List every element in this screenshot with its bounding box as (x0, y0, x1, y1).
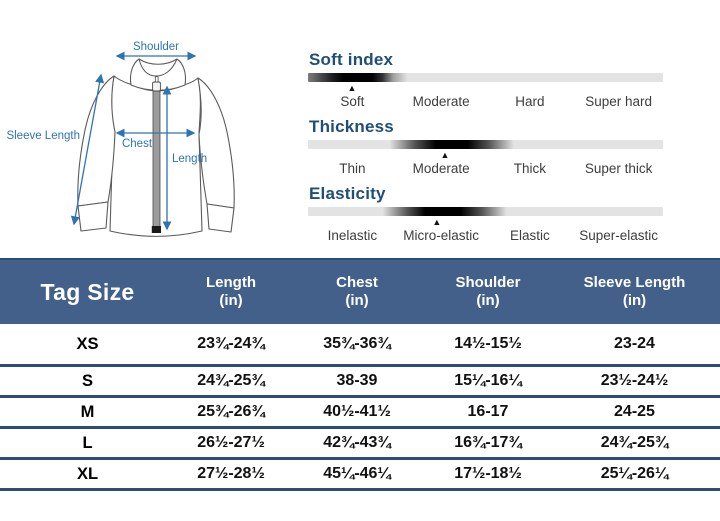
scale-label: Hard (515, 94, 545, 109)
scale-labels: Inelastic Micro-elastic Elastic Super-el… (308, 228, 663, 243)
chest-cell: 38-39 (336, 372, 378, 389)
chest-cell: 35¾-36¾ (323, 335, 391, 352)
shoulder-cell: 15¼-16¼ (454, 372, 522, 389)
scale-label: Super hard (585, 94, 653, 109)
shoulder-cell: 16-17 (467, 403, 509, 420)
chest-cell: 42¾-43¾ (323, 434, 391, 451)
scale-label: Soft (340, 94, 365, 109)
jacket-collar-inner-line (138, 58, 178, 77)
length-label: Length (172, 153, 207, 165)
sleeve-cell: 24-25 (614, 403, 655, 420)
scale-label: Micro-elastic (403, 228, 479, 243)
marker-row: ▲ (308, 217, 663, 228)
zipper-pull-knob (154, 76, 159, 83)
shoulder-cell: 17½-18½ (454, 465, 522, 482)
sleeve-cell: 23½-24½ (600, 372, 669, 389)
size-cell: M (80, 402, 95, 421)
marker-triangle-icon: ▲ (347, 83, 357, 93)
length-cell: 26½-27½ (197, 434, 265, 451)
sleeve-cell: 25¼-26¼ (600, 465, 669, 482)
size-cell: L (82, 433, 93, 452)
elasticity-gradient-bar (308, 207, 663, 216)
chest-cell: 40½-41½ (323, 403, 391, 420)
zipper-bottom-stop (151, 226, 161, 233)
scale-title: Thickness (309, 117, 394, 136)
scale-soft-index: Soft index ▲ Soft Moderate Hard Super ha… (308, 50, 663, 109)
length-cell: 27½-28½ (197, 465, 265, 482)
chest-cell: 45¼-46¼ (323, 465, 391, 482)
scale-label: Thick (513, 161, 546, 176)
jacket-right-cuff (206, 203, 235, 233)
jacket-diagram-svg: Shoulder Sleeve Length Chest Length (6, 41, 235, 237)
column-header-length: Length (in) (206, 274, 256, 309)
table-row-s: S 24¾-25¾ 38-39 15¼-16¼ 23½-24½ (0, 367, 720, 398)
size-table: Tag Size Length (in) Chest (in) Shoulder… (0, 258, 720, 491)
scale-label: Moderate (412, 161, 470, 176)
marker-triangle-icon: ▲ (440, 150, 450, 160)
shoulder-cell: 14½-15½ (454, 335, 522, 352)
table-row-xl: XL 27½-28½ 45¼-46¼ 17½-18½ 25¼-26¼ (0, 460, 720, 491)
scale-labels: Thin Moderate Thick Super thick (308, 161, 663, 176)
scale-label: Thin (339, 161, 366, 176)
column-header-sleeve-length: Sleeve Length (in) (583, 274, 686, 309)
scale-label: Super-elastic (579, 228, 659, 243)
scale-title: Soft index (309, 50, 394, 69)
size-table-header: Tag Size Length (in) Chest (in) Shoulder… (0, 258, 720, 324)
column-header-shoulder: Shoulder (in) (455, 274, 521, 309)
thickness-gradient-bar (308, 140, 663, 149)
size-cell: XL (76, 464, 99, 483)
size-cell: XS (76, 334, 99, 353)
jacket-left-cuff (77, 201, 109, 232)
scale-label: Super thick (584, 161, 653, 176)
scale-elasticity: Elasticity ▲ Inelastic Micro-elastic Ela… (308, 184, 663, 243)
soft-gradient-bar (308, 73, 663, 82)
scale-labels: Soft Moderate Hard Super hard (308, 94, 663, 109)
table-row-xs: XS 23¾-24¾ 35¾-36¾ 14½-15½ 23-24 (0, 324, 720, 367)
size-cell: S (81, 371, 93, 390)
tag-size-header: Tag Size (40, 279, 135, 305)
length-cell: 24¾-25¾ (197, 372, 265, 389)
zipper-band (152, 87, 161, 229)
scale-title: Elasticity (309, 184, 386, 203)
garment-measurement-diagram: Shoulder Sleeve Length Chest Length (0, 0, 300, 258)
shoulder-label: Shoulder (133, 41, 179, 53)
jacket-right-sleeve (197, 77, 235, 209)
column-header-chest: Chest (in) (336, 274, 378, 309)
shoulder-cell: 16¾-17¾ (454, 434, 522, 451)
attribute-scales: Soft index ▲ Soft Moderate Hard Super ha… (308, 50, 663, 243)
table-row-l: L 26½-27½ 42¾-43¾ 16¾-17¾ 24¾-25¾ (0, 429, 720, 460)
jacket-left-sleeve (77, 75, 116, 207)
table-row-m: M 25¾-26¾ 40½-41½ 16-17 24-25 (0, 398, 720, 429)
scale-label: Inelastic (327, 228, 378, 243)
zipper-slider (152, 81, 161, 92)
length-cell: 23¾-24¾ (197, 335, 265, 352)
length-cell: 25¾-26¾ (197, 403, 265, 420)
sleeve-length-label: Sleeve Length (6, 130, 80, 142)
chest-label: Chest (122, 138, 153, 150)
sleeve-cell: 24¾-25¾ (600, 434, 669, 451)
sleeve-length-arrow (70, 73, 105, 226)
scale-thickness: Thickness ▲ Thin Moderate Thick Super th… (308, 117, 663, 176)
marker-row: ▲ (308, 150, 663, 161)
scale-label: Moderate (412, 94, 470, 109)
marker-triangle-icon: ▲ (432, 217, 442, 227)
marker-row: ▲ (308, 83, 663, 94)
scale-label: Elastic (509, 228, 550, 243)
sleeve-cell: 23-24 (614, 335, 655, 352)
